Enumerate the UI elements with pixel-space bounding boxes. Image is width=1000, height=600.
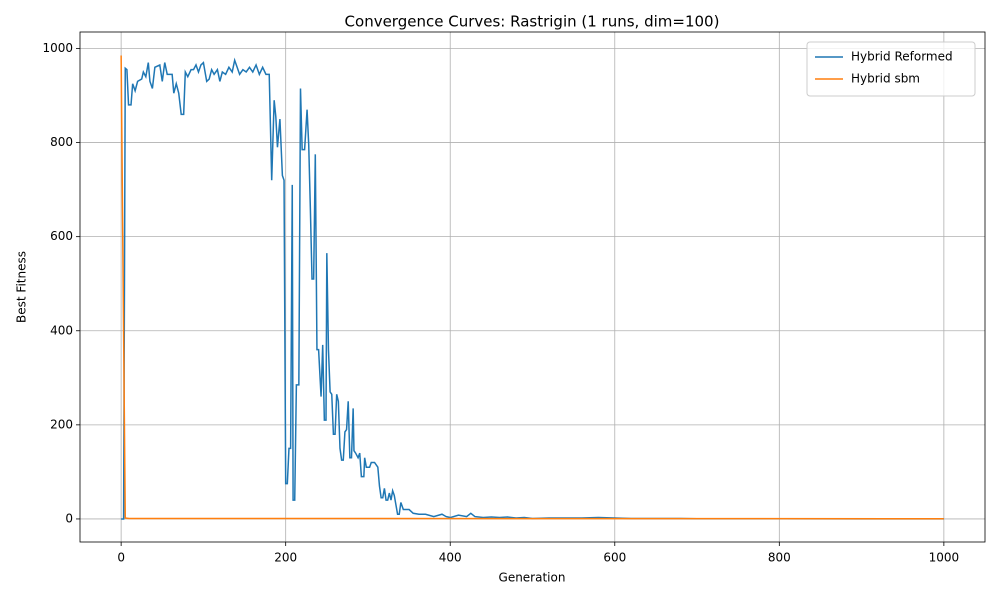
x-axis-label: Generation: [499, 571, 566, 585]
legend-label: Hybrid sbm: [851, 72, 920, 86]
x-tick-label: 600: [603, 551, 626, 565]
lines: [120, 55, 944, 520]
y-tick-label: 200: [50, 417, 73, 431]
x-tick-label: 800: [768, 551, 791, 565]
legend-label: Hybrid Reformed: [851, 50, 953, 64]
plot-area: [80, 32, 985, 542]
x-tick-label: 400: [439, 551, 462, 565]
data-line: [121, 57, 944, 520]
x-tick-label: 200: [274, 551, 297, 565]
y-tick-label: 800: [50, 135, 73, 149]
plot-frame: [79, 31, 986, 543]
legend-box: [806, 41, 976, 97]
ticks: 0 200 400 600 800 1000 0 200 400 600 800 1000: [42, 41, 959, 565]
y-tick-label: 400: [50, 323, 73, 337]
x-tick-label: 1000: [929, 551, 960, 565]
legend: Hybrid Reformed Hybrid sbm: [806, 41, 976, 97]
chart-title: Convergence Curves: Rastrigin (1 runs, d…: [345, 13, 720, 31]
y-tick-label: 600: [50, 229, 73, 243]
y-tick-label: 1000: [42, 41, 73, 55]
data-line: [120, 55, 944, 520]
x-tick-label: 0: [117, 551, 125, 565]
y-axis-label: Best Fitness: [15, 251, 29, 323]
y-tick-label: 0: [65, 511, 73, 525]
